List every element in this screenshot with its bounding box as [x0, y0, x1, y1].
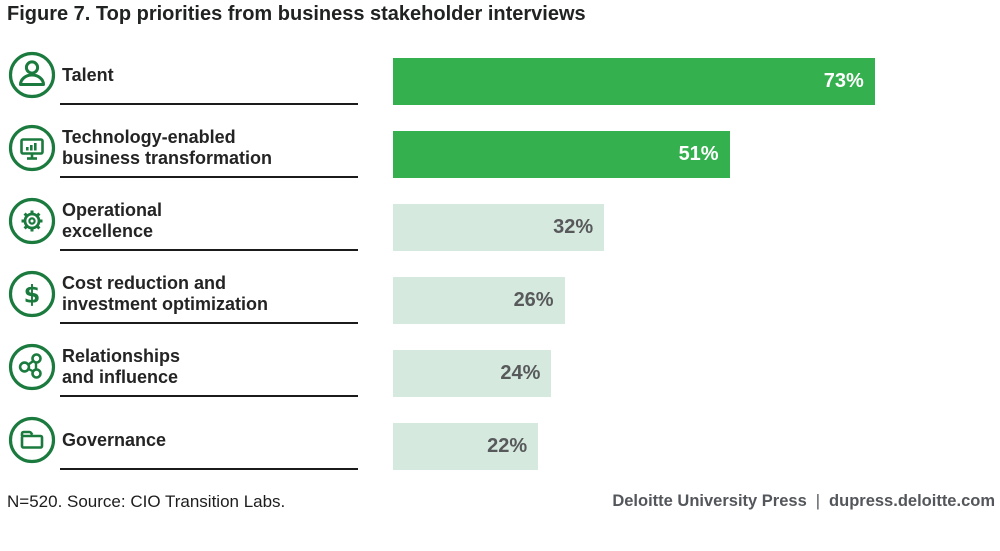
publisher-name: Deloitte University Press — [612, 492, 807, 510]
label-underline — [60, 395, 358, 397]
label-underline — [60, 103, 358, 105]
chart-row-governance: Governance 22% — [0, 410, 1000, 483]
value-label: 73% — [823, 70, 864, 92]
value-label: 26% — [513, 289, 554, 311]
category-label: Operational excellence — [62, 200, 163, 241]
svg-text:$: $ — [24, 281, 41, 309]
dollar-icon: $ — [8, 270, 56, 318]
category-label: Governance — [62, 429, 167, 450]
category-label: Talent — [62, 64, 114, 85]
person-icon — [8, 51, 56, 99]
value-label: 51% — [678, 143, 719, 165]
bar-talent: 73% — [393, 58, 875, 105]
value-label: 32% — [553, 216, 594, 238]
category-label: Cost reduction and investment optimizati… — [62, 273, 269, 314]
value-label: 22% — [487, 435, 528, 457]
gear-icon — [8, 197, 56, 245]
network-icon — [8, 343, 56, 391]
credit-separator: | — [815, 492, 821, 510]
bar-relationships: 24% — [393, 350, 552, 397]
chart-row-technology: Technology-enabled business transformati… — [0, 118, 1000, 191]
category-label: Relationships and influence — [62, 346, 181, 387]
folder-icon — [8, 416, 56, 464]
chart-row-cost: $ Cost reduction and investment optimiza… — [0, 264, 1000, 337]
label-underline — [60, 322, 358, 324]
chart-row-talent: Talent 73% — [0, 45, 1000, 118]
bar-governance: 22% — [393, 423, 539, 470]
source-note: N=520. Source: CIO Transition Labs. — [7, 492, 286, 511]
bar-cost: 26% — [393, 277, 565, 324]
label-underline — [60, 468, 358, 470]
monitor-chart-icon — [8, 124, 56, 172]
category-label: Technology-enabled business transformati… — [62, 127, 273, 168]
bar-technology: 51% — [393, 131, 730, 178]
chart-row-operational: Operational excellence 32% — [0, 191, 1000, 264]
figure-title: Figure 7. Top priorities from business s… — [7, 3, 586, 25]
chart-row-relationships: Relationships and influence 24% — [0, 337, 1000, 410]
publisher-url: dupress.deloitte.com — [829, 492, 995, 510]
publisher-credit: Deloitte University Press | dupress.deloit… — [612, 492, 995, 511]
label-underline — [60, 249, 358, 251]
bar-operational: 32% — [393, 204, 605, 251]
label-underline — [60, 176, 358, 178]
value-label: 24% — [500, 362, 541, 384]
